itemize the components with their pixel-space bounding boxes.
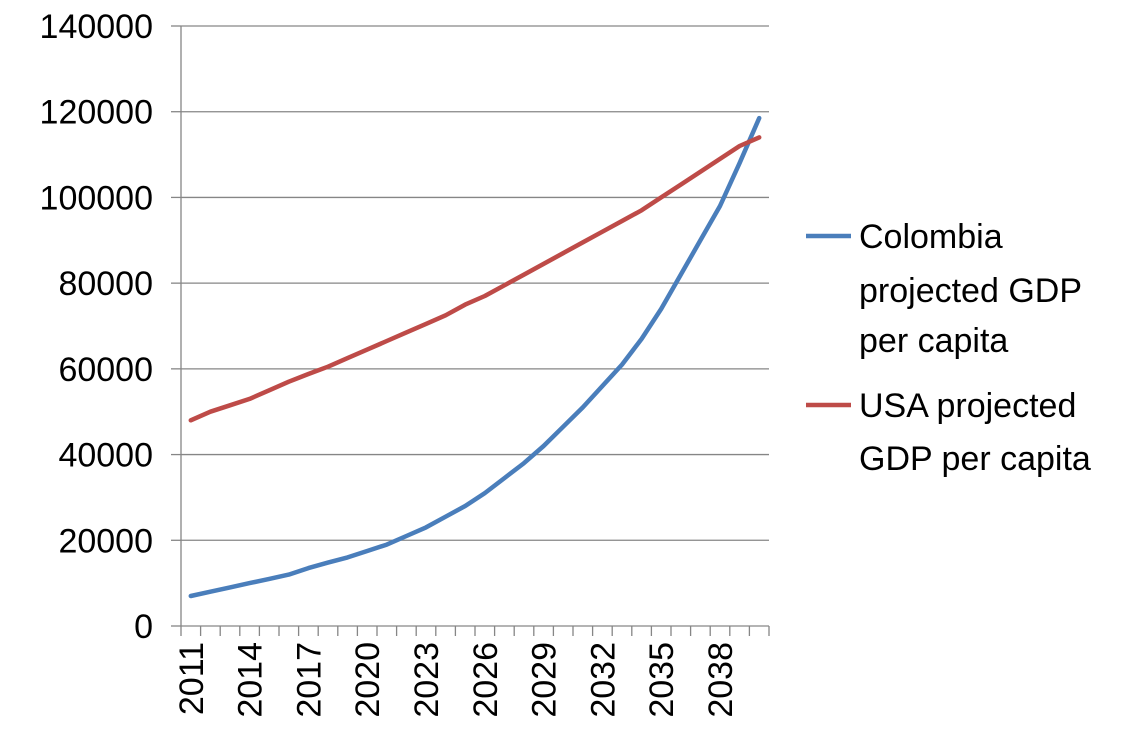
legend-label-line: projected GDP bbox=[859, 272, 1082, 310]
legend-label-line: GDP per capita bbox=[859, 440, 1091, 478]
x-tick-label: 2017 bbox=[290, 642, 328, 718]
series-lines bbox=[188, 115, 762, 599]
x-tick-label: 2011 bbox=[173, 642, 211, 715]
y-tick-label: 120000 bbox=[40, 94, 153, 132]
legend-label-line: USA projected bbox=[859, 387, 1076, 425]
y-tick-label: 20000 bbox=[58, 522, 153, 560]
x-tick-label: 2029 bbox=[526, 642, 564, 718]
y-tick-label: 140000 bbox=[40, 8, 153, 46]
legend: Colombia projected GDP per capita USA proje… bbox=[806, 218, 1091, 478]
y-tick-label: 40000 bbox=[58, 437, 153, 475]
series-line-usa bbox=[188, 135, 762, 423]
axes bbox=[171, 25, 770, 636]
x-tick-label: 2020 bbox=[349, 642, 387, 718]
gridlines bbox=[181, 25, 769, 541]
y-tick-label: 0 bbox=[134, 608, 153, 646]
x-tick-label: 2023 bbox=[408, 642, 446, 718]
legend-label-line: Colombia bbox=[859, 218, 1003, 256]
x-tick-label: 2026 bbox=[467, 642, 505, 718]
y-tick-label: 100000 bbox=[40, 179, 153, 217]
y-axis-tick-labels: 0 20000 40000 60000 80000 100000 120000 140000 bbox=[40, 8, 153, 646]
y-tick-label: 80000 bbox=[58, 265, 153, 303]
legend-label-line: per capita bbox=[859, 322, 1008, 360]
x-tick-label: 2014 bbox=[232, 642, 270, 718]
x-tick-label: 2032 bbox=[584, 642, 622, 718]
y-tick-label: 60000 bbox=[58, 351, 153, 389]
x-tick-label: 2035 bbox=[643, 642, 681, 718]
series-line-colombia bbox=[188, 115, 762, 599]
x-axis-tick-labels: 2011 2014 2017 2020 2023 2026 2029 2032 2035 2038 bbox=[173, 642, 740, 718]
x-tick-label: 2038 bbox=[702, 642, 740, 718]
